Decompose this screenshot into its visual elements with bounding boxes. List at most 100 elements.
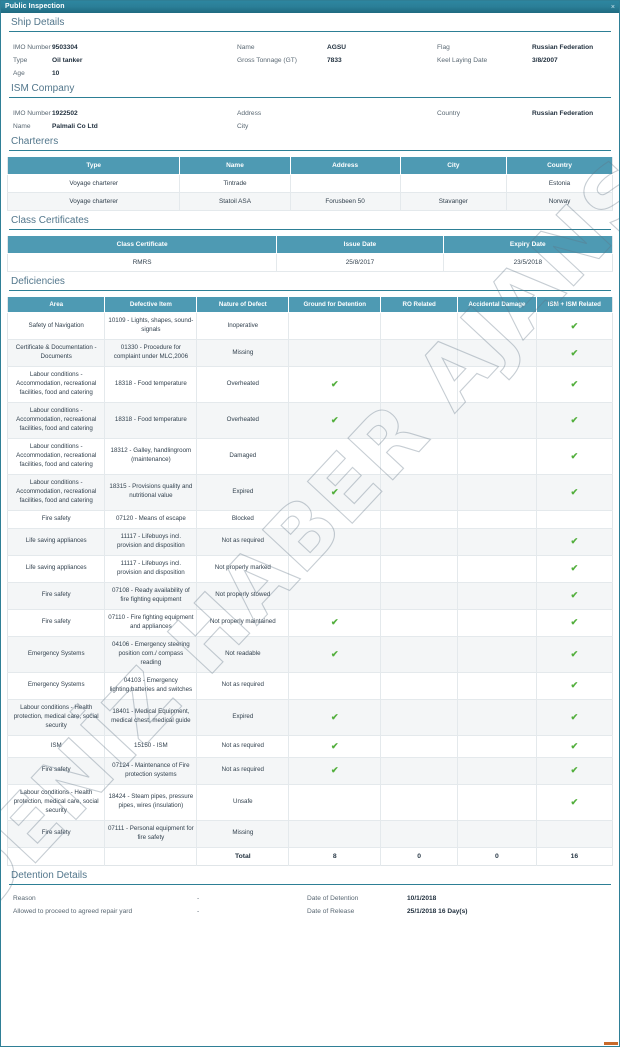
total-ism-related: 16 [536,847,613,866]
table-row[interactable]: Labour conditions - Health protection, m… [7,699,613,736]
cell-area: Fire safety [7,820,106,848]
col-header-expiry-date[interactable]: Expiry Date [443,236,613,254]
table-row[interactable]: Life saving appliances 11117 - Lifebuoys … [7,528,613,556]
cell-accidental-damage [457,528,537,556]
field-label: Reason [13,895,36,903]
ship-details-row: IMO Number 9503304 Name AGSU Flag Russia… [7,38,613,51]
field-value: 9503304 [52,43,78,51]
col-header-accidental-damage[interactable]: Accidental Damage [457,297,537,314]
col-header-defective-item[interactable]: Defective Item [104,297,198,314]
cell-accidental-damage [457,339,537,368]
col-header-country[interactable]: Country [506,157,613,175]
col-header-class-certificate[interactable]: Class Certificate [7,236,278,254]
check-icon-ism-related: ✔ [536,636,613,673]
cell-ism-related [536,510,613,529]
cell-accidental-damage [457,672,537,700]
table-row[interactable]: Fire safety 07124 - Maintenance of Fire p… [7,757,613,785]
ship-details-row: Type Oil tanker Gross Tonnage (GT) 7833 … [7,51,613,64]
col-header-ro-related[interactable]: RO Related [380,297,459,314]
table-cell: Estonia [506,174,613,193]
check-icon-ism-related: ✔ [536,735,613,758]
table-row[interactable]: Life saving appliances 11117 - Lifebuoys … [7,555,613,583]
cell-area: ISM [7,735,106,758]
check-icon-ism-related: ✔ [536,528,613,556]
cell-accidental-damage [457,312,537,341]
table-row[interactable]: Safety of Navigation 10109 - Lights, shap… [7,312,613,341]
cell-defective-item: 10109 - Lights, shapes, sound-signals [104,312,198,341]
class-certificates-table-body: RMRS 25/8/2017 23/5/2018 [7,253,613,272]
table-cell: Stavanger [400,192,508,211]
table-row[interactable]: Emergency Systems 04103 - Emergency light… [7,672,613,700]
section-title-detention-details: Detention Details [11,870,88,882]
table-cell: Voyage charterer [7,192,181,211]
cell-total-blank-area [7,847,106,866]
col-header-type[interactable]: Type [7,157,181,175]
field-value: 7833 [327,56,342,64]
close-icon[interactable]: × [610,3,615,11]
table-row[interactable]: RMRS 25/8/2017 23/5/2018 [7,253,613,272]
cell-ground-for-detention [288,438,382,475]
table-row[interactable]: Fire safety 07110 - Fire fighting equipme… [7,609,613,637]
check-icon-ism-related: ✔ [536,757,613,785]
table-row[interactable]: Voyage charterer Tintrade Estonia [7,174,613,193]
cell-area: Fire safety [7,609,106,637]
col-header-city[interactable]: City [400,157,508,175]
cell-defective-item: 18318 - Food temperature [104,402,198,439]
table-row[interactable]: Labour conditions - Accommodation, recre… [7,474,613,511]
ism-company-fields: IMO Number 1922502 Address Country Russi… [7,98,613,132]
field-value: - [197,895,200,903]
cell-area: Labour conditions - Accommodation, recre… [7,438,106,475]
corner-accent [604,1042,618,1045]
table-row[interactable]: ISM 15150 - ISM Not as required ✔ ✔ [7,735,613,758]
col-header-ism-related[interactable]: ISM + ISM Related [536,297,613,314]
cell-defective-item: 11117 - Lifebuoys incl. provision and di… [104,555,198,583]
field-value: AGSU [327,43,347,51]
cell-defective-item: 07108 - Ready availability of fire fight… [104,582,198,610]
table-row[interactable]: Certificate & Documentation - Documents 0… [7,339,613,368]
field-value: 25/1/2018 16 Day(s) [407,908,468,916]
table-row[interactable]: Fire safety 07120 - Means of escape Blocke… [7,510,613,529]
table-row[interactable]: Labour conditions - Accommodation, recre… [7,438,613,475]
cell-nature-of-defect: Damaged [196,438,290,475]
cell-area: Certificate & Documentation - Documents [7,339,106,368]
table-row[interactable]: Labour conditions - Accommodation, recre… [7,402,613,439]
cell-area: Safety of Navigation [7,312,106,341]
cell-ro-related [380,820,459,848]
cell-nature-of-defect: Not as required [196,757,290,785]
ship-details-fields: IMO Number 9503304 Name AGSU Flag Russia… [7,32,613,79]
table-row[interactable]: Fire safety 07108 - Ready availability of… [7,582,613,610]
check-icon-ground-for-detention: ✔ [288,609,382,637]
table-row[interactable]: Labour conditions - Health protection, m… [7,784,613,821]
cell-defective-item: 04106 - Emergency steering position com.… [104,636,198,673]
table-row[interactable]: Fire safety 07111 - Personal equipment fo… [7,820,613,848]
section-title-ism-company: ISM Company [11,83,75,94]
cell-ro-related [380,757,459,785]
cell-ro-related [380,366,459,404]
class-certificates-table: Class Certificate Issue Date Expiry Date… [7,236,613,272]
cell-accidental-damage [457,555,537,583]
table-row[interactable]: Labour conditions - Accommodation, recre… [7,366,613,404]
col-header-nature-of-defect[interactable]: Nature of Defect [196,297,290,314]
cell-area: Labour conditions - Accommodation, recre… [7,402,106,439]
field-value: 10/1/2018 [407,895,437,903]
detention-row: Reason - Date of Detention 10/1/2018 [7,892,613,905]
cell-area: Fire safety [7,757,106,785]
cell-ground-for-detention [288,528,382,556]
check-icon-ism-related: ✔ [536,672,613,700]
col-header-ground-for-detention[interactable]: Ground for Detention [288,297,382,314]
table-row[interactable]: Emergency Systems 04106 - Emergency steer… [7,636,613,673]
table-row[interactable]: Voyage charterer Statoil ASA Forusbeen 50 S… [7,192,613,211]
check-icon-ground-for-detention: ✔ [288,636,382,673]
cell-area: Life saving appliances [7,555,106,583]
cell-area: Labour conditions - Health protection, m… [7,699,106,736]
col-header-address[interactable]: Address [290,157,401,175]
deficiencies-table: Area Defective Item Nature of Defect Gro… [7,297,613,867]
total-label: Total [196,847,290,866]
charterers-table-body: Voyage charterer Tintrade Estonia Voyage ch… [7,174,613,211]
col-header-issue-date[interactable]: Issue Date [276,236,444,254]
col-header-area[interactable]: Area [7,297,106,314]
table-header-row: Area Defective Item Nature of Defect Gro… [7,297,613,314]
col-header-name[interactable]: Name [179,157,291,175]
table-cell: 23/5/2018 [443,253,613,272]
field-label: Country [437,109,461,117]
